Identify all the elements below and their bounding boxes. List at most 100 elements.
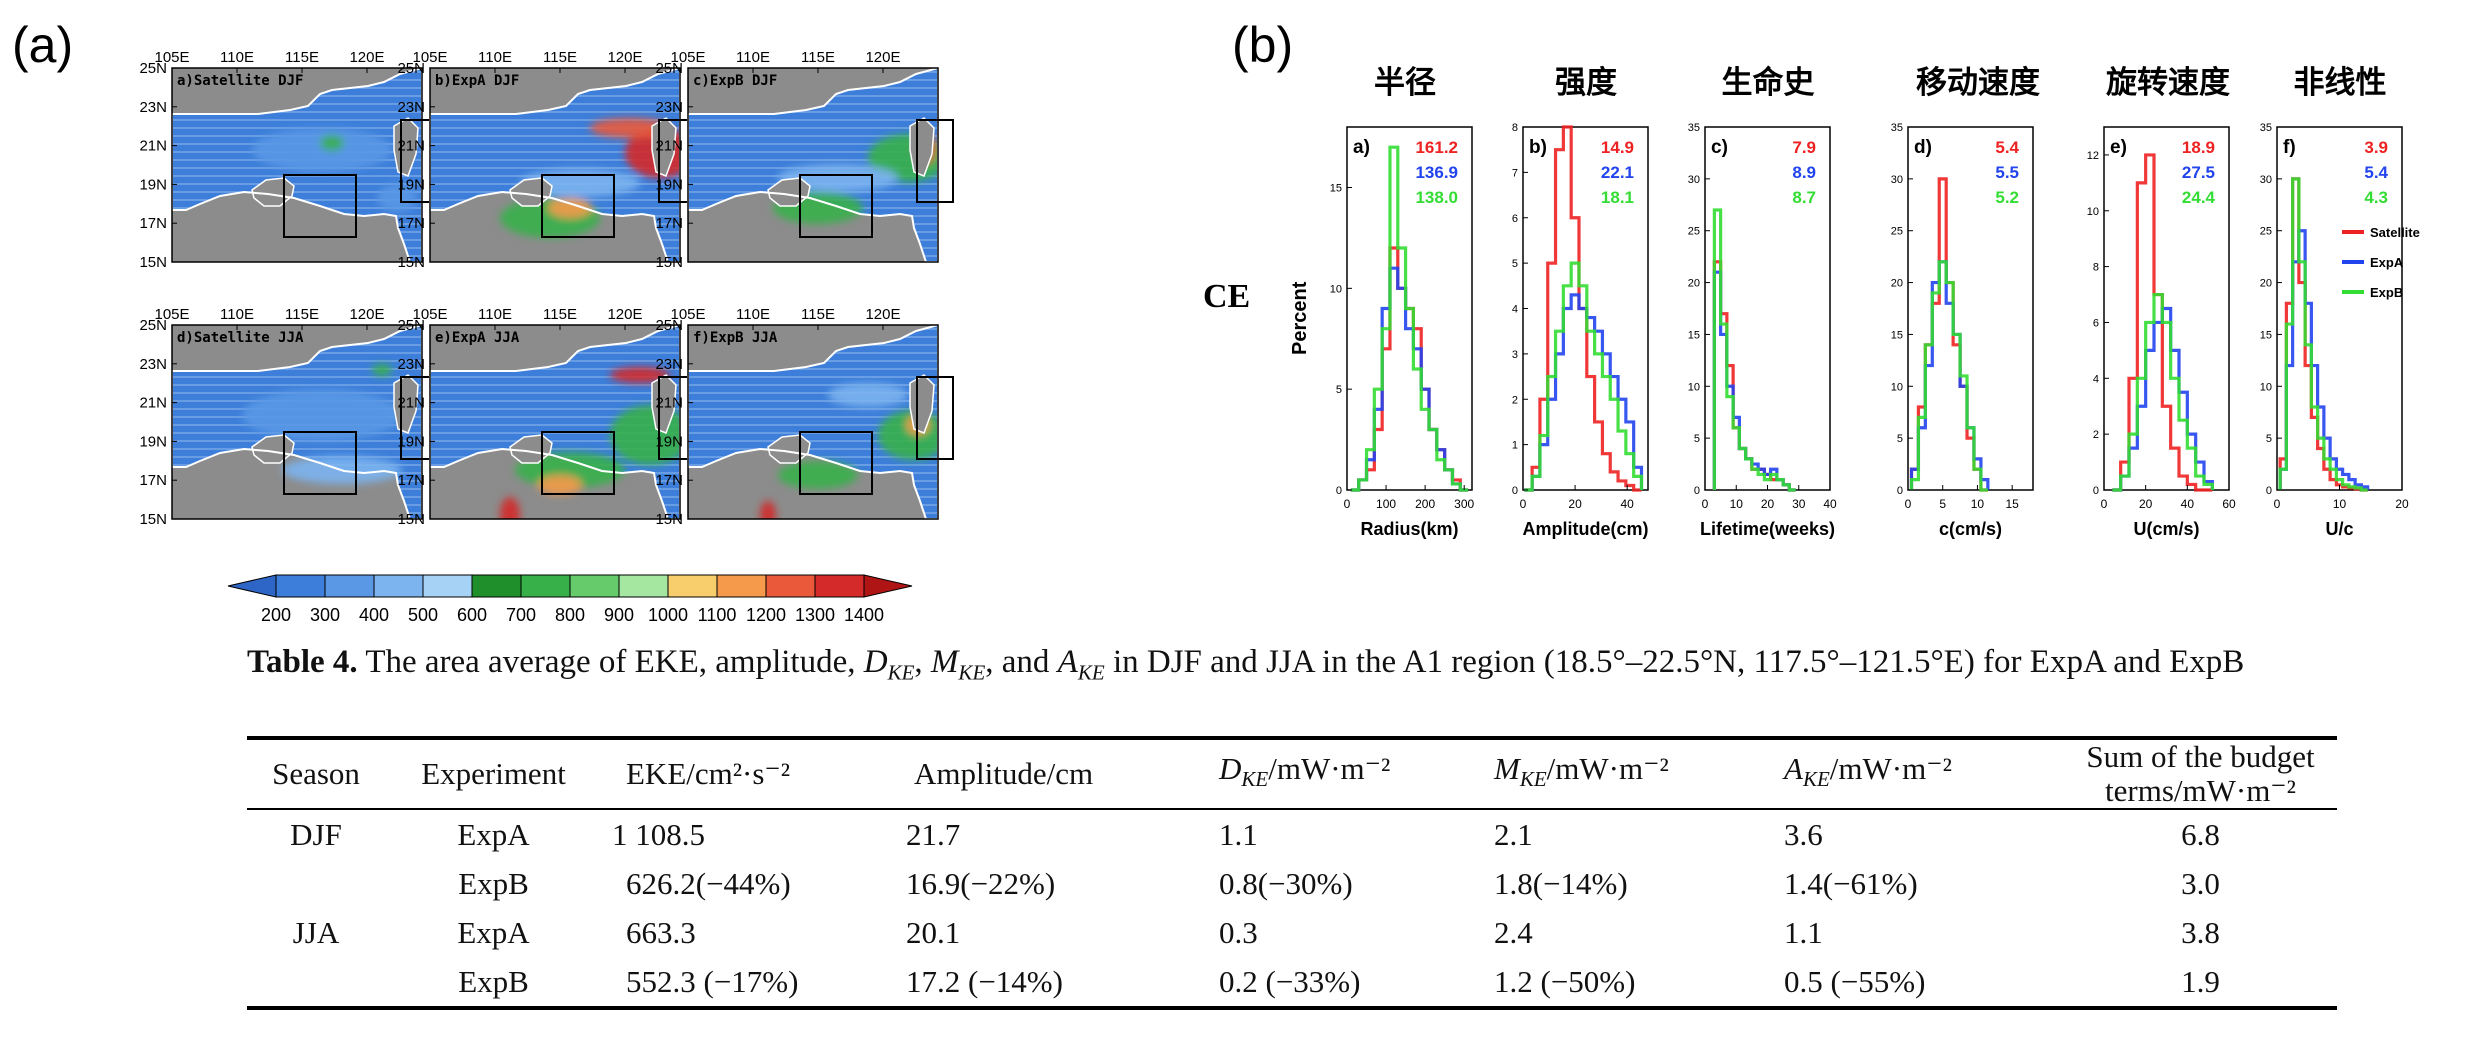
- sea-area: [430, 68, 680, 262]
- lat-tick-label: 17N: [139, 472, 167, 489]
- eke-blob: [252, 128, 392, 172]
- lat-tick-label: 25N: [655, 317, 683, 334]
- header-a-sub2: E: [1816, 767, 1830, 792]
- histogram-y-tick-label: 5: [1336, 384, 1342, 396]
- histogram-y-tick-label: 8: [2093, 262, 2099, 274]
- histogram-y-tick-label: 30: [1688, 174, 1700, 186]
- histogram-y-tick-label: 15: [1330, 183, 1342, 195]
- cell-sum: 6.8: [2181, 816, 2220, 852]
- colorbar-segment: [373, 574, 424, 598]
- histogram-y-tick-label: 5: [1512, 258, 1518, 270]
- lon-tick-label: 105E: [670, 306, 705, 323]
- cell-d: 0.3: [1219, 914, 1258, 950]
- histogram-y-tick-label: 25: [1891, 226, 1903, 238]
- histogram-x-tick-label: 15: [2005, 497, 2019, 511]
- lon-tick-label: 115E: [801, 306, 835, 323]
- cell-d: 1.1: [1219, 816, 1258, 852]
- header-d-sub: K: [1241, 767, 1256, 792]
- lon-tick-label: 105E: [154, 49, 189, 66]
- lat-tick-label: 19N: [139, 176, 167, 193]
- header-sum: Sum of the budget terms/mW·m⁻²: [2064, 738, 2337, 809]
- histogram-series-line: [2278, 177, 2368, 492]
- lat-tick-label: 23N: [655, 99, 683, 116]
- histogram-panel: c) 7.9 8.9 8.7 0 10 20 30 40 0 5 10 15 20 25 30 35 Lifeti…: [1688, 122, 1837, 539]
- histogram-stat-value: 18.1: [1601, 188, 1634, 207]
- lat-tick-label: 23N: [397, 99, 425, 116]
- sea-area: [172, 68, 422, 262]
- lat-tick-label: 17N: [397, 215, 425, 232]
- eke-blob: [242, 389, 402, 441]
- histogram-title: 半径: [1374, 65, 1436, 101]
- legend-label: ExpB: [2370, 285, 2403, 300]
- caption-and: , and: [985, 644, 1058, 680]
- caption-m: M: [930, 644, 959, 680]
- histogram-panel-label: a): [1353, 137, 1370, 158]
- histogram-stat-value: 7.9: [1792, 138, 1816, 157]
- region-box: [541, 431, 615, 495]
- lat-tick-label: 19N: [397, 433, 425, 450]
- histogram-x-tick-label: 20: [2395, 497, 2409, 511]
- eke-map: b)ExpA DJF 105E 110E 115E 120E 25N 23N 21N 19N 17…: [397, 49, 696, 271]
- colorbar-tick-label: 500: [408, 605, 438, 625]
- histogram-series-line: [1524, 261, 1644, 492]
- lon-tick-label: 115E: [543, 306, 577, 323]
- header-m-unit: /mW·m⁻²: [1546, 750, 1669, 786]
- header-a-symbol: A: [1784, 750, 1803, 786]
- colorbar-tick-label: 700: [506, 605, 536, 625]
- cell-eke: 552.3 (−17%): [626, 963, 799, 999]
- histogram-y-tick-label: 25: [1688, 226, 1700, 238]
- table-row: ExpB 552.3 (−17%) 17.2 (−14%) 0.2 (−33%)…: [247, 957, 2337, 1008]
- cell-eke: 1 108.5: [612, 816, 705, 852]
- histogram-title: 生命史: [1722, 65, 1815, 101]
- histogram-y-tick-label: 5: [2266, 433, 2272, 445]
- histogram-stat-value: 8.7: [1792, 188, 1816, 207]
- coastline: [171, 66, 423, 263]
- eke-maps: a)Satellite DJF 105E 110E 115E 120E 25N 23N 21N…: [139, 49, 954, 528]
- cell-season: [247, 957, 385, 1008]
- histogram-y-tick-label: 7: [1512, 167, 1518, 179]
- lon-tick-label: 110E: [220, 306, 254, 323]
- histogram-panel: a) 161.2 136.9 138.0 0 100 200 300 0 5 10 15 Radius(…: [1330, 126, 1475, 539]
- histogram-x-tick-label: 10: [1730, 497, 1744, 511]
- colorbar-segment: [422, 574, 473, 598]
- eke-blob: [548, 198, 592, 218]
- header-amplitude: Amplitude/cm: [914, 756, 1094, 791]
- sea-area: [688, 325, 938, 519]
- header-eke: EKE/cm²·s⁻²: [626, 756, 791, 791]
- cell-experiment: ExpB: [458, 963, 529, 999]
- histogram-y-tick-label: 10: [1688, 381, 1700, 393]
- header-d-symbol: D: [1219, 750, 1242, 786]
- cell-season: [247, 859, 385, 908]
- eke-field: [252, 128, 417, 212]
- colorbar-right-arrow: [863, 574, 913, 598]
- histogram-panel-label: f): [2283, 137, 2296, 158]
- histogram-stat-value: 24.4: [2182, 188, 2216, 207]
- cell-sum: 1.9: [2181, 963, 2220, 999]
- lon-tick-label: 105E: [412, 306, 447, 323]
- lat-tick-label: 21N: [655, 138, 683, 155]
- colorbar-segment: [275, 574, 326, 598]
- histogram-x-tick-label: 0: [1905, 497, 1912, 511]
- colorbar-tick-label: 300: [310, 605, 340, 625]
- cell-sum: 3.8: [2181, 914, 2220, 950]
- lon-tick-label: 110E: [736, 306, 770, 323]
- histogram-y-tick-label: 2: [2093, 429, 2099, 441]
- histogram-x-tick-label: 40: [2181, 497, 2195, 511]
- region-box: [916, 119, 954, 203]
- histogram-y-tick-label: 15: [1891, 329, 1903, 341]
- table-caption-label: Table 4.: [247, 644, 358, 680]
- coastline: [171, 323, 423, 520]
- histogram-panel: f) 3.9 5.4 4.3 0 10 20 0 5 10 15 20 25 30 35 U/c: [2260, 122, 2409, 539]
- map-title: b)ExpA DJF: [435, 73, 519, 89]
- cell-eke: 626.2(−44%): [626, 865, 791, 901]
- lon-tick-label: 120E: [607, 306, 642, 323]
- histogram-x-label: Radius(km): [1360, 519, 1458, 539]
- histogram-panel-label: e): [2110, 137, 2127, 158]
- map-frame: [171, 67, 423, 263]
- histogram-y-tick-label: 10: [1330, 283, 1342, 295]
- map-frame: [429, 324, 681, 520]
- cell-m: 2.4: [1494, 914, 1533, 950]
- cell-a: 0.5 (−55%): [1784, 963, 1926, 999]
- histogram-y-tick-label: 5: [1694, 433, 1700, 445]
- histogram-x-label: U(cm/s): [2133, 519, 2199, 539]
